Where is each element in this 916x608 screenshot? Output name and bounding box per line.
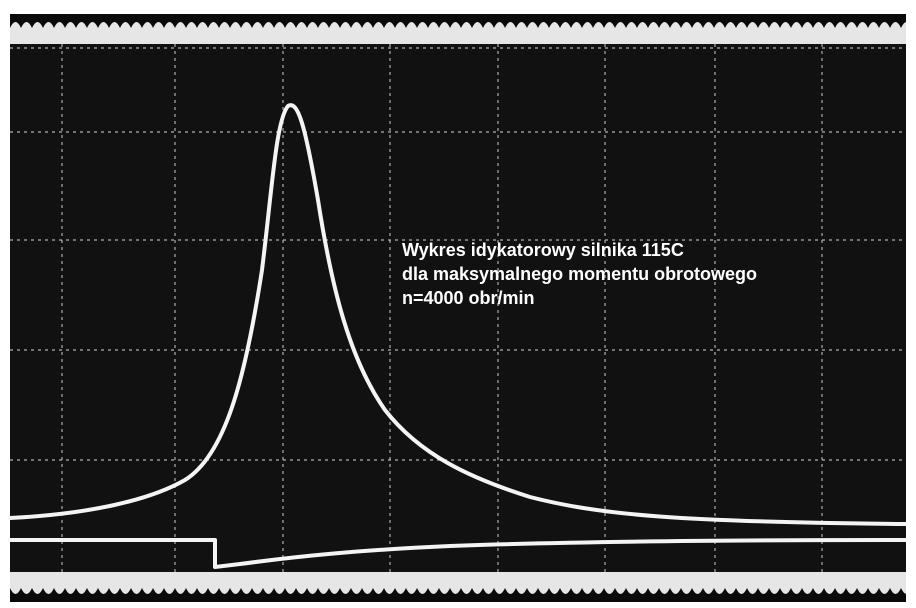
serration-bottom: [10, 572, 906, 602]
photo: Wykres idykatorowy silnika 115C dla maks…: [0, 0, 916, 608]
caption-line: dla maksymalnego momentu obrotowego: [402, 264, 757, 284]
screen: [10, 14, 906, 602]
serration-top: [10, 14, 906, 44]
page: {"caption": {"lines": ["Wykres idykatoro…: [0, 0, 916, 608]
caption-line: n=4000 obr/min: [402, 288, 535, 308]
caption-line: Wykres idykatorowy silnika 115C: [402, 240, 684, 260]
